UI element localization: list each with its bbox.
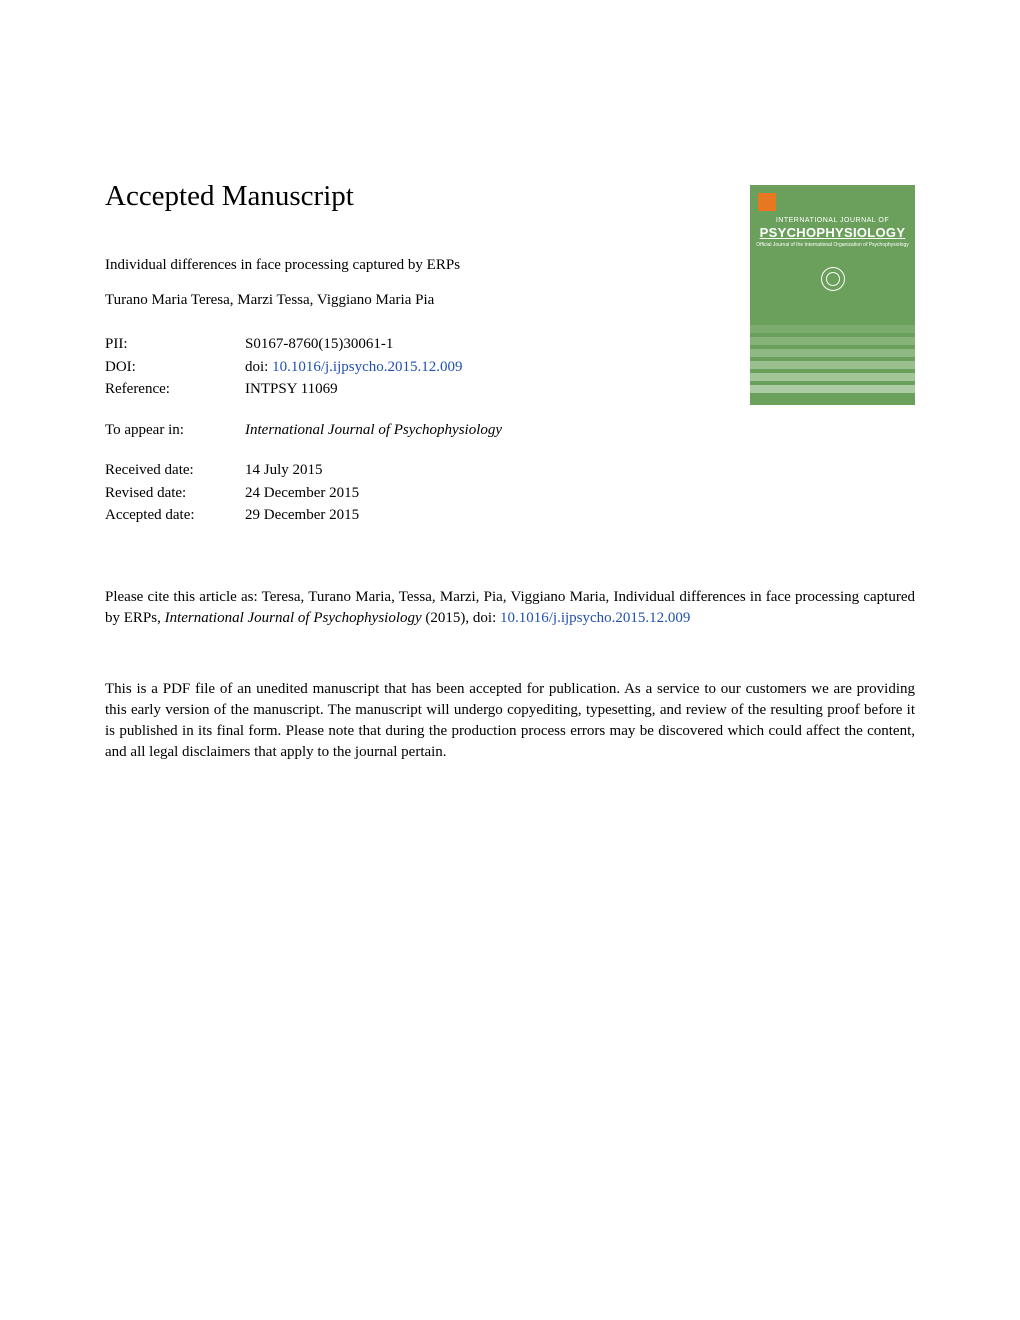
pii-label: PII: bbox=[105, 333, 245, 356]
cover-stripes bbox=[750, 325, 915, 405]
reference-row: Reference: INTPSY 11069 bbox=[105, 378, 705, 401]
received-label: Received date: bbox=[105, 459, 245, 482]
citation-journal: International Journal of Psychophysiolog… bbox=[165, 610, 422, 626]
doi-prefix: doi: bbox=[245, 359, 272, 375]
accepted-label: Accepted date: bbox=[105, 504, 245, 527]
emblem-inner bbox=[826, 272, 840, 286]
doi-link[interactable]: 10.1016/j.ijpsycho.2015.12.009 bbox=[272, 359, 462, 375]
appear-value: International Journal of Psychophysiolog… bbox=[245, 419, 502, 442]
citation-text: Please cite this article as: Teresa, Tur… bbox=[105, 587, 915, 629]
cover-organization: Official Journal of the International Or… bbox=[750, 242, 915, 248]
cover-header: INTERNATIONAL JOURNAL OF PSYCHOPHYSIOLOG… bbox=[750, 217, 915, 248]
reference-label: Reference: bbox=[105, 378, 245, 401]
received-row: Received date: 14 July 2015 bbox=[105, 459, 705, 482]
doi-label: DOI: bbox=[105, 356, 245, 379]
revised-value: 24 December 2015 bbox=[245, 482, 359, 505]
reference-value: INTPSY 11069 bbox=[245, 378, 338, 401]
accepted-value: 29 December 2015 bbox=[245, 504, 359, 527]
appear-label: To appear in: bbox=[105, 419, 245, 442]
journal-cover-image: INTERNATIONAL JOURNAL OF PSYCHOPHYSIOLOG… bbox=[750, 185, 915, 405]
citation-year: (2015), doi: bbox=[422, 610, 500, 626]
doi-value: doi: 10.1016/j.ijpsycho.2015.12.009 bbox=[245, 356, 463, 379]
stripe bbox=[750, 349, 915, 357]
page-heading: Accepted Manuscript bbox=[105, 180, 705, 213]
cover-emblem-icon bbox=[821, 267, 845, 291]
pii-value: S0167-8760(15)30061-1 bbox=[245, 333, 393, 356]
dates-info: Received date: 14 July 2015 Revised date… bbox=[105, 459, 705, 527]
doi-row: DOI: doi: 10.1016/j.ijpsycho.2015.12.009 bbox=[105, 356, 705, 379]
stripe bbox=[750, 385, 915, 393]
cover-subtitle: INTERNATIONAL JOURNAL OF bbox=[750, 217, 915, 224]
revised-label: Revised date: bbox=[105, 482, 245, 505]
stripe bbox=[750, 361, 915, 369]
stripe bbox=[750, 337, 915, 345]
publisher-logo bbox=[758, 193, 776, 211]
cover-journal-title: PSYCHOPHYSIOLOGY bbox=[750, 225, 915, 240]
authors-list: Turano Maria Teresa, Marzi Tessa, Viggia… bbox=[105, 292, 705, 309]
disclaimer-text: This is a PDF file of an unedited manusc… bbox=[105, 679, 915, 763]
revised-row: Revised date: 24 December 2015 bbox=[105, 482, 705, 505]
manuscript-info-table: PII: S0167-8760(15)30061-1 DOI: doi: 10.… bbox=[105, 333, 705, 401]
received-value: 14 July 2015 bbox=[245, 459, 323, 482]
article-title: Individual differences in face processin… bbox=[105, 257, 705, 274]
appear-info: To appear in: International Journal of P… bbox=[105, 419, 705, 442]
cover-background: INTERNATIONAL JOURNAL OF PSYCHOPHYSIOLOG… bbox=[750, 185, 915, 405]
stripe bbox=[750, 373, 915, 381]
accepted-row: Accepted date: 29 December 2015 bbox=[105, 504, 705, 527]
appear-row: To appear in: International Journal of P… bbox=[105, 419, 705, 442]
stripe bbox=[750, 325, 915, 333]
pii-row: PII: S0167-8760(15)30061-1 bbox=[105, 333, 705, 356]
citation-doi-link[interactable]: 10.1016/j.ijpsycho.2015.12.009 bbox=[500, 610, 690, 626]
